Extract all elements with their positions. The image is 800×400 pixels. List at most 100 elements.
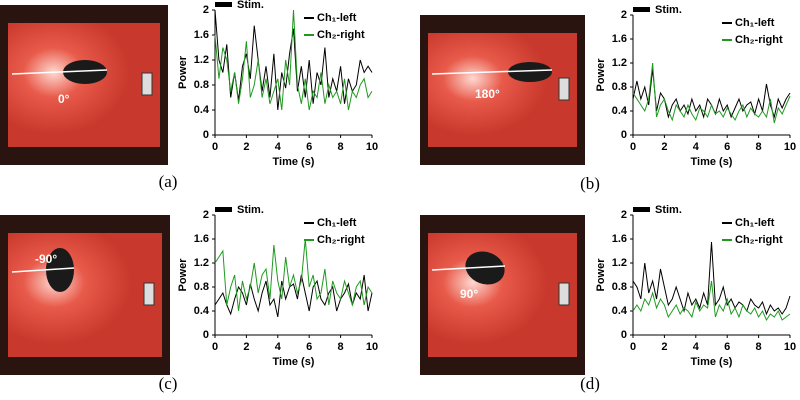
x-tick-label: 2 [243, 341, 249, 353]
x-tick-label: 6 [306, 141, 312, 153]
legend-label: Ch₁-left [735, 17, 775, 29]
y-tick-label: 0.8 [612, 81, 627, 93]
y-axis-label: Power [177, 258, 189, 292]
panel-label: (b) [580, 174, 600, 193]
stim-swatch [633, 7, 650, 12]
photo-arena [428, 233, 577, 357]
x-tick-label: 10 [366, 341, 378, 353]
y-tick-label: 1.6 [612, 233, 627, 245]
rat [508, 62, 552, 82]
photo: 0° [0, 5, 168, 165]
photo-box [143, 282, 155, 306]
x-tick-label: 0 [630, 141, 636, 153]
y-tick-label: 1.6 [194, 233, 209, 245]
x-tick-label: 10 [784, 341, 796, 353]
y-tick-label: 1.2 [194, 54, 209, 66]
y-tick-label: 2 [203, 4, 209, 16]
stim-label: Stim. [655, 4, 682, 16]
y-tick-label: 1.2 [194, 257, 209, 269]
y-axis-label: Power [177, 55, 189, 89]
stim-swatch [215, 2, 232, 7]
x-tick-label: 6 [724, 141, 730, 153]
y-tick-label: 2 [621, 9, 627, 21]
photo-box [558, 77, 570, 101]
panel-label: (a) [159, 172, 178, 191]
angle-label: 90° [460, 287, 478, 301]
photo: 90° [420, 215, 585, 375]
data-line [214, 9, 373, 111]
panel-label: (d) [580, 374, 600, 393]
data-line [214, 9, 373, 111]
data-line [632, 241, 791, 316]
y-axis-label: Power [595, 58, 607, 92]
y-tick-label: 0.4 [194, 104, 210, 116]
data-line [632, 62, 791, 124]
y-tick-label: 2 [203, 209, 209, 221]
legend-label: Ch₁-left [735, 217, 775, 229]
angle-line [431, 69, 553, 75]
data-line [632, 68, 791, 119]
rat [465, 251, 505, 285]
x-tick-label: 2 [661, 141, 667, 153]
y-tick-label: 0.8 [612, 281, 627, 293]
x-tick-label: 6 [724, 341, 730, 353]
x-tick-label: 0 [630, 341, 636, 353]
photo-box [558, 282, 570, 306]
angle-line [11, 267, 75, 273]
y-tick-label: 0.4 [612, 305, 628, 317]
data-line [632, 280, 791, 322]
x-tick-label: 2 [661, 341, 667, 353]
angle-line [431, 265, 506, 271]
stim-label: Stim. [237, 204, 264, 216]
legend-label: Ch₂-right [317, 29, 365, 41]
y-tick-label: 0.8 [194, 281, 209, 293]
rat [63, 60, 107, 84]
stim-swatch [633, 207, 650, 212]
photo-box [141, 72, 153, 96]
x-tick-label: 4 [275, 341, 282, 353]
angle-label: 180° [475, 87, 500, 101]
x-tick-label: 10 [784, 141, 796, 153]
x-tick-label: 0 [212, 341, 218, 353]
legend-label: Ch₁-left [317, 12, 357, 24]
x-tick-label: 10 [366, 141, 378, 153]
photo-arena [8, 233, 162, 357]
legend-label: Ch₂-right [317, 234, 365, 246]
x-tick-label: 4 [693, 341, 700, 353]
y-axis-label: Power [595, 258, 607, 292]
stim-swatch [215, 207, 232, 212]
y-tick-label: 0 [621, 129, 627, 141]
legend-label: Ch₂-right [735, 234, 783, 246]
angle-label: 0° [58, 92, 70, 106]
panel-label: (c) [159, 374, 178, 393]
x-axis-label: Time (s) [691, 356, 733, 368]
photo-arena [8, 23, 160, 147]
x-tick-label: 0 [212, 141, 218, 153]
x-tick-label: 8 [338, 141, 344, 153]
y-tick-label: 0 [203, 329, 209, 341]
y-tick-label: 1.2 [612, 257, 627, 269]
x-tick-label: 2 [243, 141, 249, 153]
y-tick-label: 0 [621, 329, 627, 341]
legend-label: Ch₂-right [735, 34, 783, 46]
x-tick-label: 8 [756, 341, 762, 353]
y-tick-label: 0.8 [194, 79, 209, 91]
y-tick-label: 1.2 [612, 57, 627, 69]
x-axis-label: Time (s) [691, 156, 733, 168]
y-tick-label: 0 [203, 129, 209, 141]
angle-line [11, 69, 108, 75]
legend-label: Ch₁-left [317, 217, 357, 229]
rat [46, 248, 74, 292]
y-tick-label: 0.4 [194, 305, 210, 317]
angle-label: -90° [35, 252, 57, 266]
stim-label: Stim. [655, 204, 682, 216]
y-tick-label: 2 [621, 209, 627, 221]
x-tick-label: 8 [756, 141, 762, 153]
y-tick-label: 0.4 [612, 105, 628, 117]
stim-label: Stim. [237, 0, 264, 11]
y-tick-label: 1.6 [612, 33, 627, 45]
x-tick-label: 4 [275, 141, 282, 153]
data-line [214, 238, 373, 312]
photo: -90° [0, 215, 170, 375]
